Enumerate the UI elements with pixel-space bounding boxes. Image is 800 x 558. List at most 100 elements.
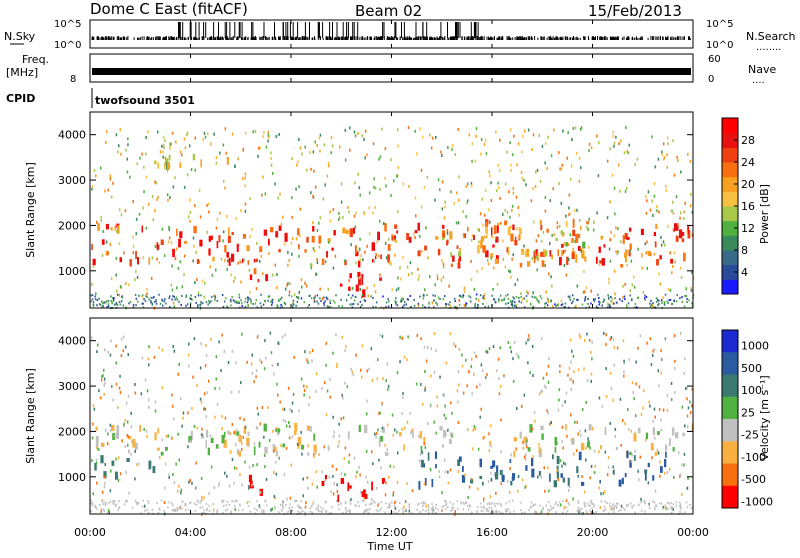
power-noise-cell <box>509 128 512 132</box>
power-ground-cell <box>666 300 668 303</box>
power-noise-cell <box>535 239 538 243</box>
power-noise-cell <box>637 247 639 251</box>
velocity-ground-cell <box>528 509 530 512</box>
power-cell <box>212 256 215 262</box>
velocity-ground-cell <box>486 507 488 510</box>
velocity-noise-cell <box>687 476 689 480</box>
velocity-cell <box>519 431 522 439</box>
velocity-ground-cell <box>289 507 291 510</box>
power-noise-cell <box>171 131 174 135</box>
velocity-noise-cell <box>613 363 616 367</box>
velocity-noise-cell <box>379 333 382 337</box>
power-ground-cell <box>458 304 461 307</box>
velocity-ground-cell <box>452 507 455 510</box>
velocity-noise-cell <box>173 481 176 485</box>
power-ground-cell <box>350 296 352 299</box>
velocity-noise-cell <box>470 364 472 368</box>
velocity-noise-cell <box>251 371 254 375</box>
power-noise-cell <box>662 296 664 300</box>
nave-label: Nave <box>748 63 776 76</box>
power-noise-cell <box>608 281 610 285</box>
power-noise-cell <box>502 239 504 243</box>
velocity-ground-cell <box>495 502 498 505</box>
velocity-noise-cell <box>460 501 462 505</box>
xtick-label: 12:00 <box>376 526 408 539</box>
power-ground-cell <box>501 299 504 302</box>
velocity-noise-cell <box>607 465 610 469</box>
velocity-noise-cell <box>182 411 185 415</box>
velocity-cell <box>581 442 585 451</box>
velocity-noise-cell <box>480 407 482 411</box>
velocity-ground-cell <box>225 503 227 506</box>
power-noise-cell <box>316 261 319 264</box>
velocity-noise-cell <box>568 489 570 493</box>
velocity-noise-cell <box>482 436 485 440</box>
power-noise-cell <box>417 277 420 281</box>
velocity-cell <box>576 466 579 474</box>
power-noise-cell <box>295 237 298 241</box>
power-noise-cell <box>532 291 534 295</box>
velocity-noise-cell <box>402 395 404 399</box>
velocity-noise-cell <box>403 355 406 359</box>
power-noise-cell <box>300 278 303 282</box>
velocity-noise-cell <box>103 377 106 381</box>
velocity-noise-cell <box>578 510 580 514</box>
power-cell <box>647 250 651 256</box>
velocity-noise-cell <box>256 463 258 467</box>
power-ground-cell <box>199 304 201 307</box>
power-ground-cell <box>191 298 193 301</box>
power-ground-cell <box>329 306 332 309</box>
power-ground-cell <box>655 297 658 300</box>
velocity-noise-cell <box>117 479 120 482</box>
velocity-ground-cell <box>388 506 390 509</box>
velocity-noise-cell <box>451 411 453 415</box>
power-ground-cell <box>643 297 646 300</box>
power-noise-cell <box>474 159 476 163</box>
power-noise-cell <box>190 168 193 172</box>
power-ground-cell <box>340 298 342 301</box>
power-noise-cell <box>367 294 369 298</box>
power-noise-cell <box>611 297 613 301</box>
power-noise-cell <box>389 260 391 264</box>
power-ground-cell <box>507 297 509 300</box>
velocity-noise-cell <box>99 396 102 400</box>
velocity-noise-cell <box>670 381 673 385</box>
power-ground-cell <box>404 301 406 304</box>
power-noise-cell <box>548 272 550 276</box>
power-noise-cell <box>446 231 449 235</box>
velocity-noise-cell <box>400 337 403 341</box>
power-noise-cell <box>362 258 364 262</box>
power-ground-cell <box>664 293 667 296</box>
power-cell <box>514 240 518 246</box>
velocity-noise-cell <box>161 386 164 390</box>
velocity-noise-cell <box>396 430 398 434</box>
velocity-noise-cell <box>288 421 290 424</box>
velocity-noise-cell <box>642 406 644 410</box>
power-ground-cell <box>150 301 152 304</box>
velocity-noise-cell <box>303 389 306 393</box>
power-ground-cell <box>115 302 118 305</box>
power-noise-cell <box>222 239 224 243</box>
power-cell <box>148 257 151 265</box>
velocity-noise-cell <box>172 473 174 476</box>
power-noise-cell <box>521 297 524 301</box>
power-noise-cell <box>431 136 434 140</box>
velocity-cell <box>94 463 97 471</box>
velocity-noise-cell <box>556 441 558 445</box>
velocity-noise-cell <box>664 471 666 475</box>
velocity-ground-cell <box>558 501 561 504</box>
power-colorbar-tick-label: 16 <box>741 200 755 213</box>
power-noise-cell <box>189 219 191 223</box>
velocity-noise-cell <box>492 345 495 348</box>
velocity-noise-cell <box>673 334 676 338</box>
velocity-noise-cell <box>418 434 420 438</box>
velocity-cell <box>95 441 99 449</box>
velocity-noise-cell <box>200 476 203 480</box>
power-colorbar-swatch <box>722 132 738 148</box>
velocity-ground-cell <box>136 503 138 506</box>
velocity-noise-cell <box>410 429 413 433</box>
power-noise-cell <box>463 286 466 290</box>
velocity-noise-cell <box>637 346 639 350</box>
power-noise-cell <box>614 292 616 296</box>
power-ground-cell <box>602 300 604 303</box>
